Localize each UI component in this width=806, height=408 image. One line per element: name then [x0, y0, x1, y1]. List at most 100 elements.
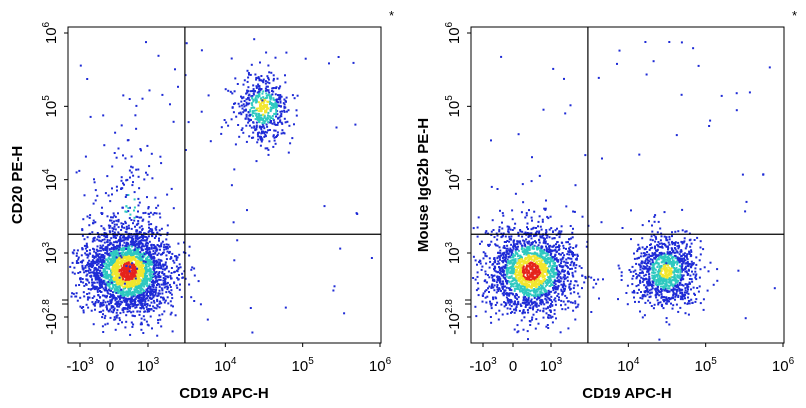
- event-dot: [243, 79, 246, 82]
- event-dot: [99, 244, 102, 247]
- event-dot: [335, 126, 338, 129]
- event-dot: [142, 270, 145, 273]
- event-dot: [163, 278, 166, 281]
- event-dot: [505, 275, 508, 278]
- event-dot: [526, 222, 529, 225]
- event-dot: [124, 271, 127, 274]
- event-dot: [542, 307, 545, 310]
- event-dot: [279, 114, 282, 117]
- event-dot: [587, 275, 590, 278]
- event-dot: [527, 269, 530, 272]
- event-dot: [135, 264, 137, 267]
- event-dot: [108, 303, 111, 306]
- event-dot: [131, 241, 133, 244]
- event-dot: [250, 113, 253, 116]
- event-dot: [255, 94, 258, 97]
- event-dot: [81, 228, 84, 231]
- event-dot: [518, 265, 521, 268]
- event-dot: [131, 314, 134, 317]
- event-dot: [140, 303, 143, 306]
- event-dot: [119, 239, 122, 242]
- event-dot: [503, 256, 506, 259]
- event-dot: [135, 287, 138, 290]
- event-dot: [503, 241, 506, 243]
- event-dot: [143, 239, 146, 242]
- event-dot: [523, 283, 526, 286]
- event-dot: [517, 288, 520, 290]
- event-dot: [141, 248, 144, 251]
- event-dot: [540, 249, 543, 252]
- event-dot: [545, 268, 548, 271]
- left-x-axis-ticks: -103 0 103 104 105 106: [66, 343, 392, 375]
- event-dot: [160, 227, 163, 230]
- event-dot: [127, 288, 130, 291]
- event-dot: [137, 269, 140, 271]
- event-dot: [515, 306, 518, 308]
- event-dot: [171, 252, 174, 255]
- event-dot: [184, 149, 187, 151]
- event-dot: [532, 271, 535, 274]
- event-dot: [547, 265, 550, 268]
- event-dot: [78, 169, 81, 172]
- event-dot: [507, 301, 510, 304]
- event-dot: [95, 259, 98, 262]
- event-dot: [138, 232, 141, 235]
- event-dot: [138, 297, 141, 300]
- event-dot: [131, 282, 134, 285]
- event-dot: [82, 259, 85, 262]
- event-dot: [546, 272, 549, 275]
- event-dot: [107, 280, 110, 283]
- event-dot: [153, 269, 156, 272]
- event-dot: [84, 247, 87, 250]
- event-dot: [510, 289, 513, 292]
- event-dot: [114, 299, 117, 301]
- event-dot: [170, 272, 173, 274]
- event-dot: [129, 206, 131, 209]
- event-dot: [118, 305, 121, 308]
- event-dot: [503, 291, 505, 294]
- event-dot: [110, 278, 112, 281]
- event-dot: [260, 110, 263, 112]
- event-dot: [139, 323, 142, 326]
- event-dot: [559, 331, 562, 334]
- event-dot: [245, 115, 248, 118]
- event-dot: [153, 257, 156, 259]
- event-dot: [141, 245, 144, 248]
- event-dot: [125, 179, 128, 182]
- event-dot: [511, 269, 514, 272]
- event-dot: [174, 68, 176, 71]
- event-dot: [143, 276, 146, 279]
- event-dot: [170, 277, 173, 280]
- event-dot: [279, 105, 282, 108]
- event-dot: [77, 272, 80, 274]
- event-dot: [269, 129, 271, 131]
- event-dot: [544, 268, 547, 271]
- event-dot: [276, 133, 279, 136]
- event-dot: [142, 298, 145, 301]
- right-plot-events: [472, 41, 776, 341]
- event-dot: [523, 240, 526, 243]
- event-dot: [151, 288, 154, 291]
- event-dot: [96, 194, 99, 197]
- event-dot: [149, 294, 152, 297]
- event-dot: [161, 271, 164, 273]
- event-dot: [544, 280, 546, 283]
- event-dot: [543, 264, 546, 267]
- event-dot: [112, 212, 115, 215]
- event-dot: [242, 103, 245, 106]
- event-dot: [549, 277, 552, 280]
- event-dot: [269, 106, 272, 109]
- event-dot: [261, 130, 263, 133]
- event-dot: [541, 287, 544, 289]
- event-dot: [502, 294, 505, 297]
- event-dot: [528, 289, 530, 292]
- event-dot: [96, 281, 99, 284]
- event-dot: [158, 306, 161, 309]
- event-dot: [514, 265, 517, 268]
- event-dot: [106, 234, 109, 237]
- event-dot: [554, 246, 557, 249]
- event-dot: [543, 293, 546, 296]
- event-dot: [143, 294, 146, 297]
- event-dot: [146, 252, 148, 255]
- event-dot: [137, 251, 140, 254]
